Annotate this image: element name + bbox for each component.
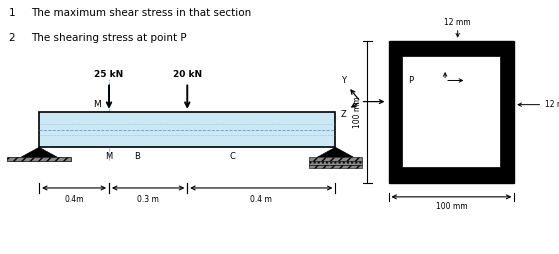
Text: Z: Z xyxy=(340,110,346,119)
Text: 2: 2 xyxy=(8,33,15,43)
Text: 100 mm: 100 mm xyxy=(353,96,362,128)
Text: 0.4 m: 0.4 m xyxy=(250,195,272,204)
Text: 1: 1 xyxy=(8,8,15,18)
Bar xyxy=(39,112,335,147)
Text: 12 mm: 12 mm xyxy=(545,100,559,109)
Text: M: M xyxy=(93,100,101,109)
Text: 100 mm: 100 mm xyxy=(435,202,467,211)
Text: The maximum shear stress in that section: The maximum shear stress in that section xyxy=(31,8,251,18)
Text: The shearing stress at point P: The shearing stress at point P xyxy=(31,33,186,43)
Text: D: D xyxy=(338,152,344,161)
Text: P: P xyxy=(408,76,414,85)
Text: 12 mm: 12 mm xyxy=(444,18,471,27)
Text: M: M xyxy=(106,152,112,161)
Polygon shape xyxy=(318,147,353,157)
Bar xyxy=(402,56,500,167)
Bar xyxy=(7,157,72,161)
Bar xyxy=(309,161,362,165)
Text: Y: Y xyxy=(341,76,346,85)
Text: A: A xyxy=(36,152,42,161)
Bar xyxy=(389,41,514,183)
Polygon shape xyxy=(21,147,57,157)
Text: 0.4m: 0.4m xyxy=(64,195,84,204)
Text: 25 kN: 25 kN xyxy=(94,70,124,79)
Text: 0.3 m: 0.3 m xyxy=(137,195,159,204)
Text: x: x xyxy=(390,98,395,107)
Text: 20 kN: 20 kN xyxy=(173,70,202,79)
Bar xyxy=(309,157,362,161)
Text: C: C xyxy=(229,152,235,161)
Bar xyxy=(309,165,362,168)
Text: B: B xyxy=(134,152,140,161)
